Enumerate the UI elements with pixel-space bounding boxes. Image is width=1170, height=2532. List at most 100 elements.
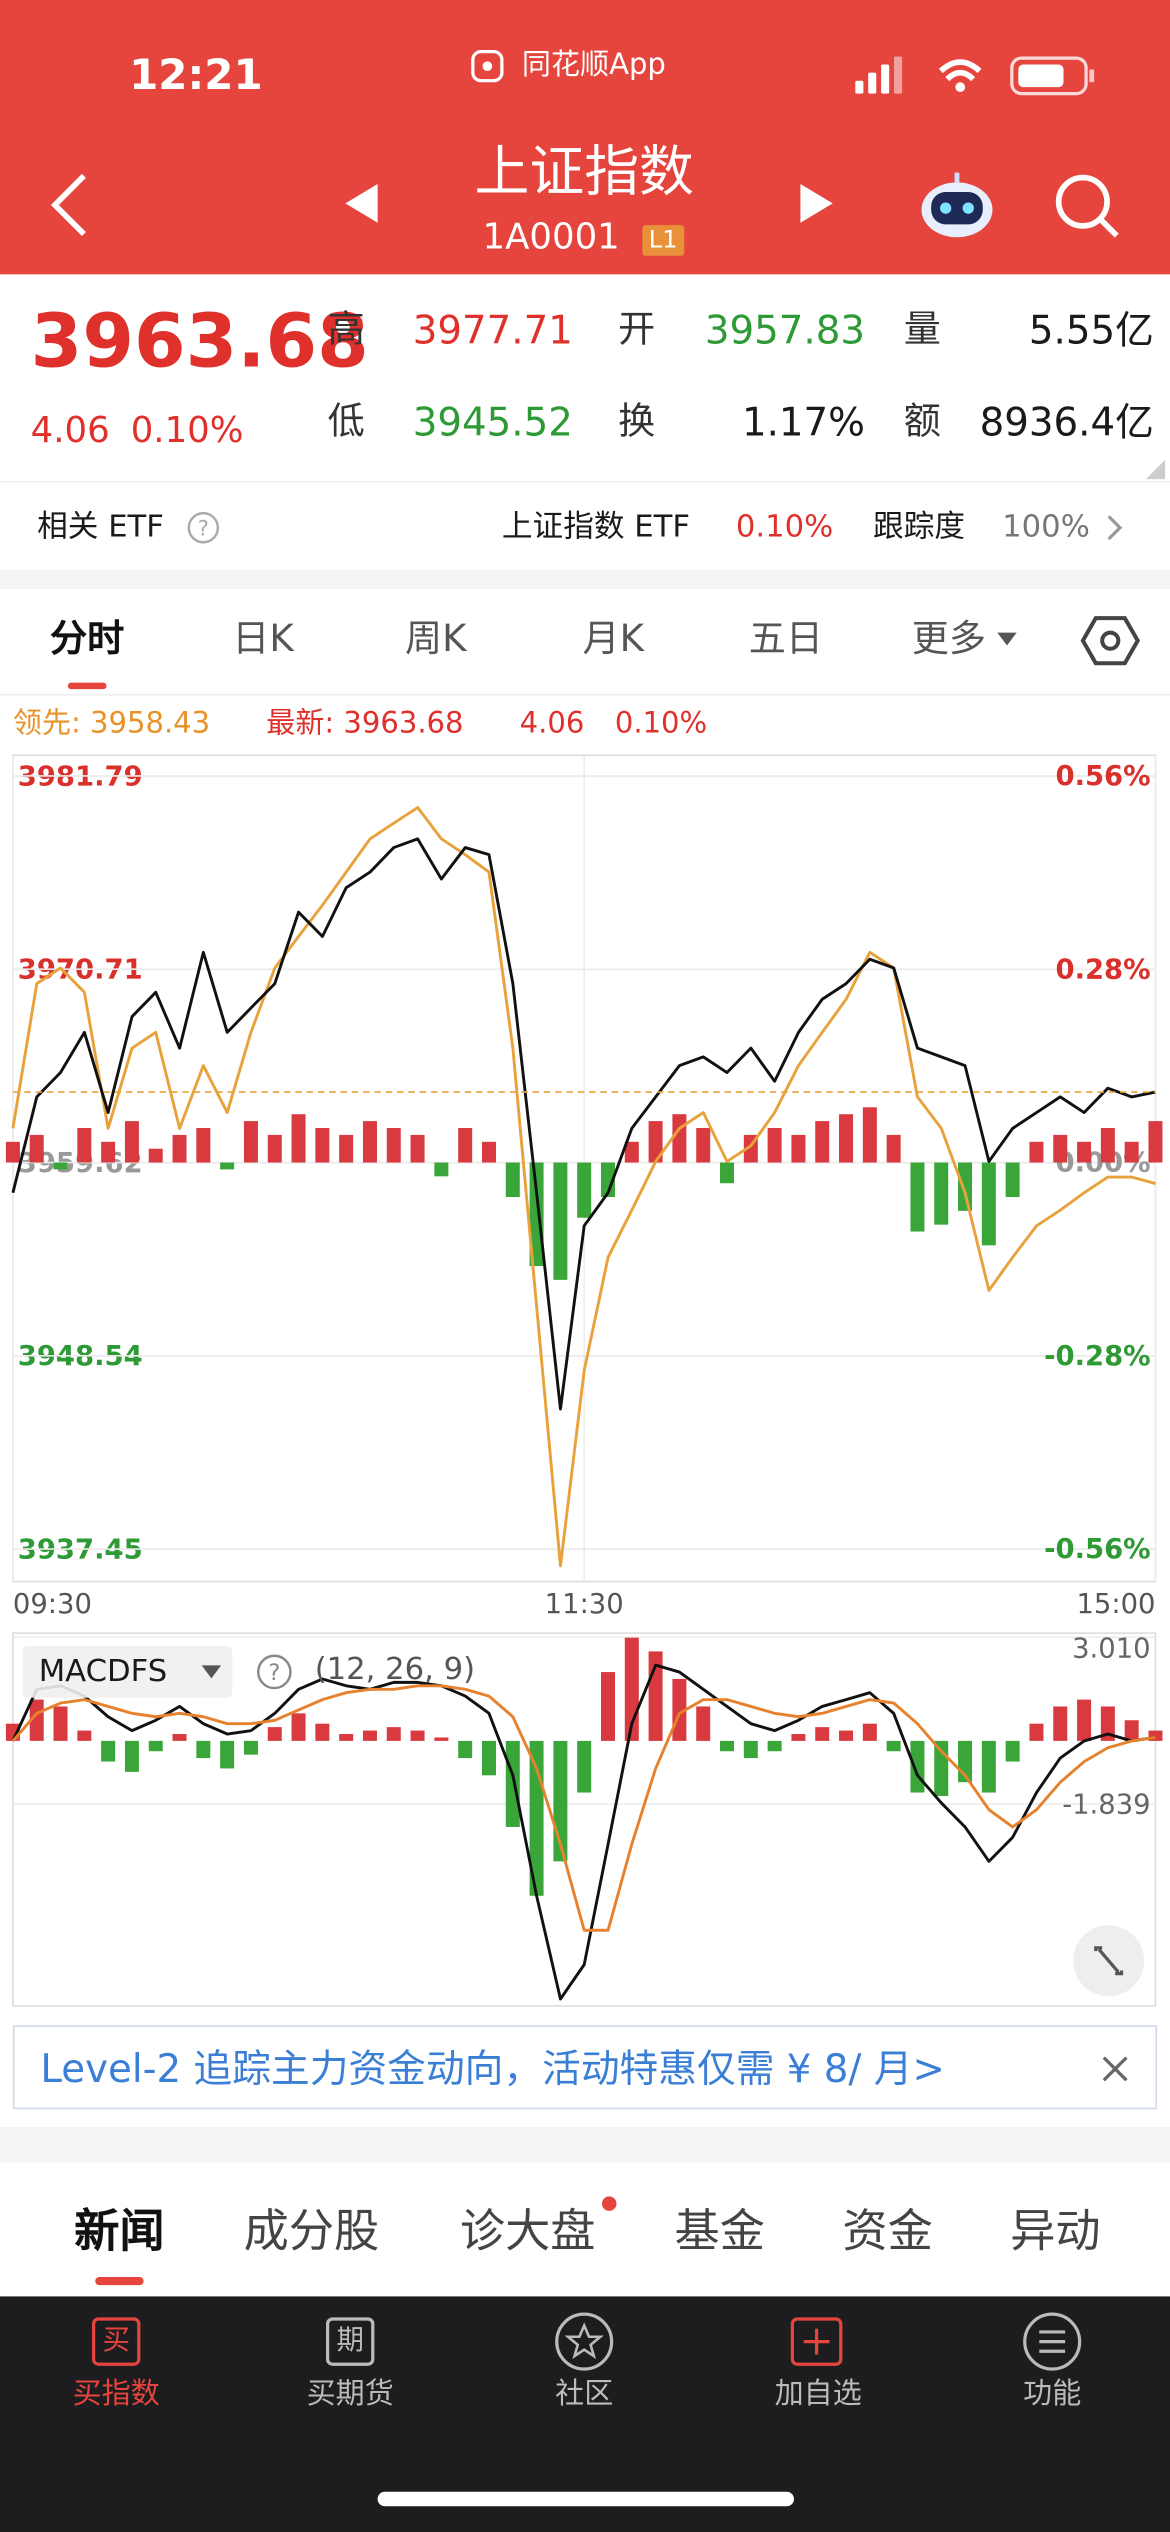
index-code: 1A0001 [482, 217, 620, 259]
y-tick-label: -0.56% [1044, 1534, 1151, 1565]
bar [481, 1740, 496, 1776]
legend-lead: 领先: 3958.43 [12, 706, 211, 741]
bar [839, 1730, 854, 1741]
nav-label[interactable]: 社区 [555, 2377, 614, 2412]
chart-tab[interactable]: 分时 [50, 618, 125, 661]
bar [1100, 1706, 1115, 1741]
dropdown-arrow [201, 1665, 222, 1679]
y-tick-label: 0.28% [1055, 954, 1150, 985]
next-index-button[interactable] [794, 181, 836, 226]
etf-label: 相关 ETF [37, 509, 164, 545]
chart-tab[interactable]: 月K [582, 618, 644, 661]
bar [648, 1121, 663, 1163]
bar [291, 1713, 306, 1741]
svg-text:?: ? [268, 1660, 280, 1686]
quote-field-value: 5.55亿 [1028, 308, 1154, 354]
bar [815, 1121, 830, 1163]
bar [862, 1107, 877, 1163]
quote-field-label: 量 [903, 309, 941, 351]
x-tick-label: 11:30 [545, 1589, 624, 1620]
bar [434, 1162, 449, 1177]
bar [601, 1672, 615, 1741]
promo-text[interactable]: Level-2 追踪主力资金动向，活动特惠仅需 ¥ 8/ 月> [40, 2046, 945, 2092]
nav-icon-text[interactable]: 期 [336, 2324, 364, 2357]
bar [77, 1128, 92, 1163]
robot-assistant[interactable] [917, 168, 998, 242]
bar [1053, 1706, 1068, 1741]
bar [1077, 1699, 1092, 1741]
indicator-selector[interactable] [22, 1646, 233, 1698]
search-button[interactable] [1052, 171, 1123, 242]
quote-field-value: 3977.71 [412, 308, 573, 354]
bar [958, 1162, 973, 1211]
bar [315, 1128, 330, 1163]
news-tab[interactable]: 成分股 [243, 2204, 380, 2258]
chart-tab[interactable]: 周K [404, 618, 467, 661]
bar [886, 1740, 901, 1752]
y-tick-label: 3970.71 [18, 955, 143, 986]
bar [434, 1737, 449, 1741]
news-tab[interactable]: 诊大盘 [459, 2204, 596, 2258]
chart-tab[interactable]: 五日 [748, 618, 824, 661]
bar [910, 1740, 925, 1793]
indicator-name[interactable]: MACDFS [38, 1653, 168, 1689]
etf-name[interactable]: 上证指数 ETF [501, 509, 691, 545]
line [11, 1684, 1156, 1932]
news-tab[interactable]: 资金 [842, 2204, 933, 2258]
bar [410, 1134, 425, 1163]
bar [53, 1162, 68, 1170]
bar [981, 1740, 996, 1793]
nav-icon-text[interactable]: 买 [102, 2324, 130, 2357]
bar [1053, 1134, 1068, 1163]
legend-latest: 最新: 3963.68 [266, 706, 464, 741]
bar [339, 1734, 354, 1741]
app-logo [471, 50, 504, 83]
bar [815, 1727, 830, 1741]
indicator-params: (12, 26, 9) [314, 1651, 476, 1688]
bar [148, 1148, 163, 1163]
quote-field-value: 1.17% [741, 400, 865, 446]
chart-tab[interactable]: 更多 [911, 618, 987, 661]
quote-field-label: 高 [327, 309, 365, 351]
chart-tab[interactable]: 日K [232, 618, 294, 661]
prev-index-button[interactable] [342, 181, 384, 226]
nav-label[interactable]: 买期货 [306, 2377, 394, 2412]
tab-underline [67, 682, 107, 690]
bar [148, 1740, 163, 1752]
y-tick-label: -1.839 [1062, 1789, 1150, 1820]
etf-arrow [1107, 515, 1123, 541]
bar [1124, 1720, 1139, 1741]
bar [553, 1162, 568, 1280]
svg-text:?: ? [198, 516, 209, 540]
gap [0, 2126, 1170, 2163]
bar [220, 1162, 235, 1170]
nav-label[interactable]: 加自选 [774, 2377, 862, 2412]
bar [910, 1162, 925, 1232]
promo-banner[interactable] [12, 2025, 1158, 2110]
fullscreen-button[interactable] [1072, 1924, 1146, 1998]
nav-label[interactable]: 买指数 [72, 2377, 160, 2412]
settings-button[interactable] [1080, 612, 1141, 670]
x-tick-label: 15:00 [1076, 1589, 1155, 1620]
bar [220, 1740, 235, 1769]
back-button[interactable] [45, 169, 93, 240]
quote-field-label: 换 [618, 401, 656, 443]
bar [29, 1134, 44, 1163]
bar [696, 1128, 711, 1163]
news-tab[interactable]: 新闻 [74, 2204, 165, 2258]
bar [529, 1162, 544, 1267]
quote-field-label: 低 [327, 401, 365, 443]
news-tab[interactable]: 基金 [674, 2204, 765, 2258]
bar [410, 1730, 425, 1741]
x-tick-label: 09:30 [13, 1589, 92, 1620]
price-change: 4.06 [30, 411, 110, 452]
bar [124, 1121, 139, 1163]
help-icon[interactable]: ? [186, 510, 222, 546]
nav-label[interactable]: 功能 [1023, 2377, 1082, 2412]
help-icon[interactable]: ? [255, 1653, 294, 1692]
bar [172, 1134, 187, 1163]
bar [362, 1121, 377, 1163]
news-tab[interactable]: 异动 [1010, 2204, 1101, 2258]
close-banner[interactable] [1097, 2051, 1133, 2087]
